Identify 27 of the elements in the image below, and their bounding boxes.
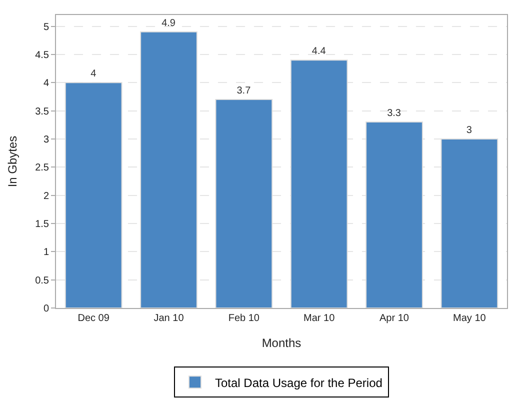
x-tick-label: Apr 10 [380, 313, 410, 324]
y-tick-label: 3.5 [35, 106, 50, 118]
x-tick-label: Mar 10 [304, 313, 336, 324]
y-tick-label: 0 [43, 304, 50, 314]
x-tick-label: Dec 09 [78, 313, 110, 324]
y-tick-label: 0.5 [35, 275, 50, 286]
x-tick-label: May 10 [453, 313, 486, 324]
y-tick-label: 1.5 [35, 218, 50, 230]
y-tick-label: 5 [43, 22, 50, 33]
bar [140, 31, 198, 308]
data-label: 4.4 [312, 46, 326, 58]
y-axis-title: In Gbytes [5, 136, 20, 188]
y-tick-label: 2.5 [35, 162, 50, 174]
x-tick-label: Jan 10 [154, 313, 184, 324]
x-tick-label: Feb 10 [228, 313, 260, 324]
data-label: 3 [466, 124, 472, 136]
data-label: 4.9 [162, 18, 176, 29]
y-tick-label: 4.5 [35, 50, 50, 61]
y-tick-label: 3 [43, 134, 50, 146]
x-axis-title: Months [262, 336, 302, 350]
y-tick-label: 4 [43, 78, 50, 90]
data-label: 3.3 [387, 108, 402, 120]
y-tick-label: 2 [43, 190, 50, 202]
y-tick-label: 1 [43, 247, 50, 258]
data-label: 3.7 [236, 86, 252, 97]
legend-label: Total Data Usage for the Period [215, 376, 382, 390]
data-label: 4 [90, 68, 97, 80]
